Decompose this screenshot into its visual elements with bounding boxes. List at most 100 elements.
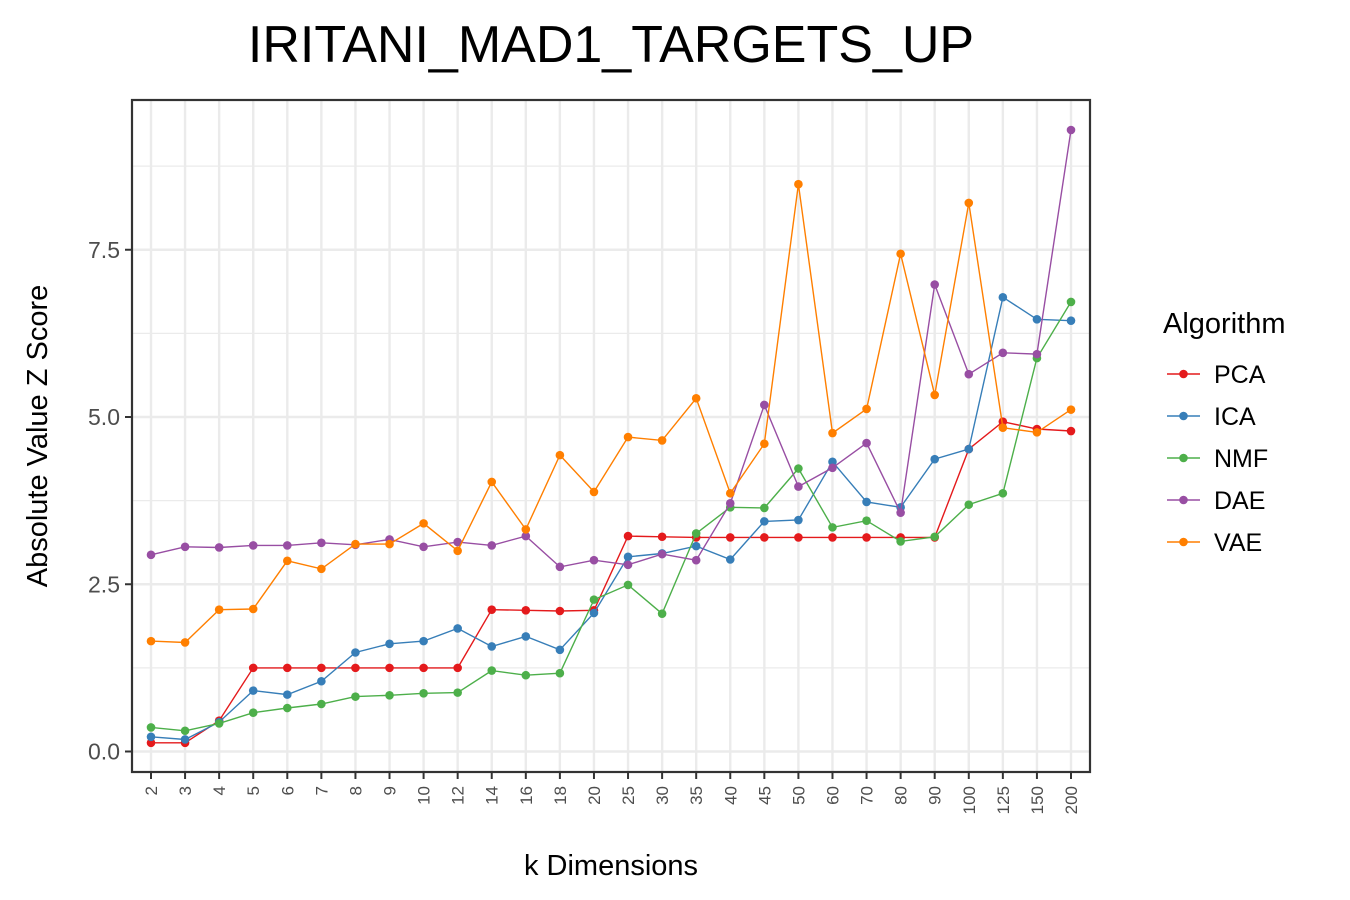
data-point-nmf — [317, 699, 326, 709]
legend-item-ica: ICA — [1167, 403, 1256, 431]
y-tick-label: 5.0 — [88, 404, 120, 430]
data-point-vae — [419, 519, 428, 528]
data-point-ica — [691, 541, 701, 551]
data-point-vae — [453, 546, 462, 556]
data-point-nmf — [657, 609, 667, 618]
data-point-ica — [146, 732, 156, 742]
data-point-vae — [317, 564, 326, 574]
data-point-dae — [521, 531, 531, 541]
data-point-dae — [1066, 125, 1076, 135]
data-point-nmf — [794, 464, 803, 473]
x-tick-label: 16 — [517, 786, 536, 805]
data-point-vae — [146, 636, 156, 646]
x-tick-label: 125 — [994, 786, 1013, 814]
x-tick-label: 30 — [653, 786, 672, 805]
x-tick-label: 12 — [449, 786, 468, 805]
data-point-dae — [214, 543, 224, 552]
data-point-pca — [794, 533, 803, 542]
data-point-pca — [146, 738, 156, 748]
data-point-vae — [214, 605, 224, 614]
data-point-dae — [555, 562, 565, 572]
legend-swatch-point — [1179, 411, 1188, 421]
data-point-vae — [691, 393, 701, 403]
data-point-nmf — [180, 726, 190, 736]
data-point-ica — [317, 676, 326, 686]
data-point-ica — [555, 645, 565, 655]
data-point-ica — [282, 690, 292, 699]
data-point-pca — [1066, 426, 1076, 436]
data-point-nmf — [998, 488, 1008, 498]
data-point-ica — [623, 552, 633, 562]
legend-label: VAE — [1214, 529, 1262, 557]
data-point-dae — [657, 549, 667, 559]
x-tick-label: 3 — [176, 786, 195, 795]
data-point-ica — [998, 292, 1008, 302]
data-point-pca — [453, 663, 462, 673]
x-tick-label: 45 — [755, 786, 774, 805]
legend-item-nmf: NMF — [1167, 445, 1268, 473]
legend-items: PCA ICA NMF DAE VAE — [1167, 361, 1268, 557]
y-axis: 0.0 2.5 5.0 7.5 — [88, 237, 132, 765]
data-point-vae — [828, 428, 837, 438]
y-tick-label: 2.5 — [88, 571, 120, 597]
series-layer — [146, 125, 1076, 748]
data-point-nmf — [691, 529, 701, 538]
x-tick-label: 8 — [346, 786, 365, 795]
x-axis-title: k Dimensions — [524, 850, 698, 882]
data-point-dae — [964, 369, 974, 379]
data-point-vae — [623, 432, 633, 442]
series-line-pca — [151, 420, 1072, 744]
data-point-vae — [589, 487, 599, 497]
data-point-vae — [760, 439, 769, 449]
data-point-dae — [146, 550, 156, 560]
plot-panel-border — [130, 98, 1092, 774]
data-point-ica — [351, 648, 360, 657]
data-point-nmf — [589, 595, 599, 604]
data-point-nmf — [453, 688, 462, 697]
data-point-dae — [180, 542, 190, 552]
x-tick-label: 5 — [244, 786, 263, 795]
legend-item-dae: DAE — [1167, 487, 1265, 515]
data-point-vae — [1032, 428, 1042, 437]
x-tick-label: 7 — [312, 786, 331, 795]
data-point-ica — [453, 624, 462, 633]
data-point-vae — [930, 390, 940, 400]
series-line-dae — [150, 129, 1072, 568]
x-tick-label: 40 — [721, 786, 740, 805]
data-point-ica — [521, 632, 531, 641]
data-point-vae — [248, 604, 258, 614]
legend: Algorithm PCA ICA NMF DAE VAE — [1163, 308, 1286, 557]
data-point-vae — [555, 450, 565, 460]
x-axis: 2 3 4 5 6 7 8 9 10 12 14 16 18 20 25 30 35 40 45 50 60 70 80 90… — [142, 772, 1081, 814]
data-point-pca — [555, 606, 565, 616]
data-point-ica — [725, 555, 735, 564]
data-point-nmf — [555, 668, 565, 678]
x-tick-label: 20 — [585, 786, 604, 805]
x-tick-label: 14 — [483, 786, 502, 805]
legend-swatch-point — [1179, 453, 1188, 463]
data-point-pca — [862, 533, 871, 542]
data-point-pca — [760, 533, 769, 542]
data-point-pca — [998, 417, 1008, 426]
data-point-vae — [1066, 405, 1076, 414]
data-point-pca — [623, 531, 633, 541]
x-tick-label: 10 — [415, 786, 434, 805]
data-point-dae — [589, 555, 599, 565]
data-point-dae — [794, 482, 803, 491]
data-point-nmf — [214, 719, 224, 728]
data-point-pca — [657, 532, 667, 542]
data-point-ica — [964, 444, 974, 454]
data-point-vae — [725, 488, 735, 498]
data-point-vae — [998, 423, 1008, 433]
legend-swatch-point — [1179, 495, 1188, 505]
x-tick-label: 50 — [789, 786, 808, 805]
data-point-nmf — [351, 692, 360, 701]
data-point-nmf — [896, 537, 905, 546]
data-point-dae — [248, 541, 258, 550]
data-point-ica — [1032, 315, 1042, 324]
data-point-ica — [760, 517, 769, 526]
data-point-nmf — [487, 666, 497, 675]
data-point-dae — [453, 537, 462, 547]
